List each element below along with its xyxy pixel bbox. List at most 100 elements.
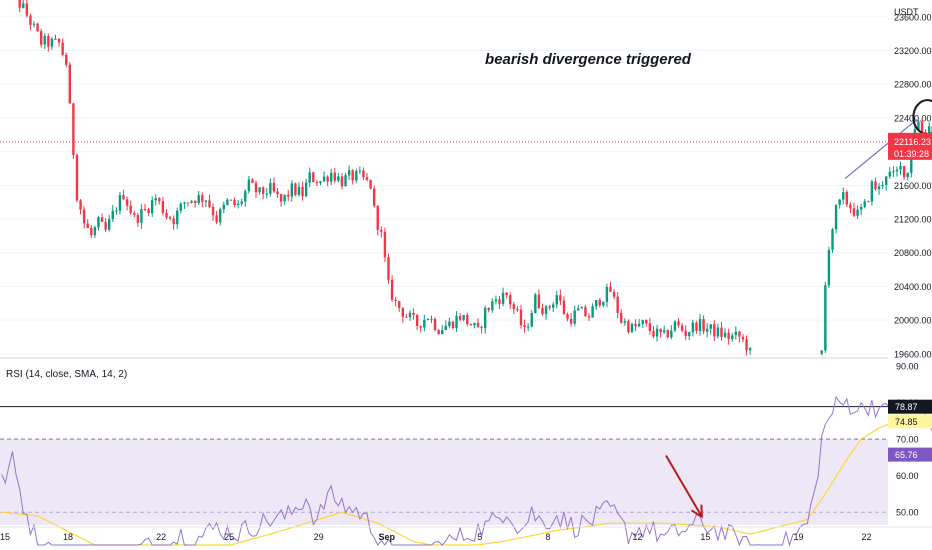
candle-body: [365, 177, 369, 180]
candle-down: [57, 38, 61, 47]
candle-down: [79, 199, 82, 215]
candle-body: [383, 231, 387, 258]
candle-down: [727, 328, 730, 345]
candle-body: [885, 176, 888, 185]
candle-body: [748, 348, 752, 351]
candle-down: [326, 175, 329, 187]
candle-body: [125, 199, 129, 206]
candle-body: [43, 36, 46, 45]
candle-up: [591, 303, 594, 318]
candle-body: [215, 215, 218, 223]
candle-body: [705, 328, 709, 332]
rsi-badge-label: 78.87: [895, 402, 918, 412]
candle-body: [652, 331, 655, 337]
candle-up: [290, 180, 294, 202]
candle-up: [831, 228, 834, 253]
candle-down: [562, 296, 566, 315]
candle-up: [183, 201, 186, 209]
candle-up: [820, 350, 823, 356]
candle-up: [297, 182, 301, 197]
candle-body: [430, 318, 433, 320]
price-tick-label: 21600.00: [894, 181, 932, 191]
candle-body: [308, 172, 311, 183]
rsi-badge: 78.87: [888, 399, 932, 414]
candle-down: [920, 117, 924, 133]
candle-up: [870, 179, 874, 206]
candle-up: [877, 182, 881, 195]
candle-body: [322, 176, 326, 182]
candle-down: [476, 318, 480, 328]
candle-up: [473, 322, 476, 329]
candle-up: [236, 200, 240, 209]
candle-down: [559, 289, 562, 306]
candle-body: [372, 188, 376, 206]
candle-up: [623, 318, 627, 326]
candle-down: [480, 325, 483, 334]
candle-body: [512, 304, 516, 310]
time-tick-label: 15: [0, 532, 10, 542]
candle-body: [426, 319, 430, 321]
candle-body: [587, 316, 591, 318]
candle-up: [605, 283, 609, 308]
candle-body: [591, 306, 594, 318]
candle-body: [491, 301, 494, 311]
candle-body: [559, 295, 562, 301]
candle-down: [254, 180, 258, 198]
candle-body: [645, 320, 648, 324]
candle-up: [917, 119, 920, 131]
candle-body: [57, 38, 61, 43]
candle-down: [208, 194, 211, 209]
candle-body: [684, 330, 687, 337]
candle-body: [698, 319, 702, 331]
candle-body: [133, 213, 136, 215]
candle-up: [32, 21, 36, 28]
candle-up: [304, 178, 308, 198]
candle-body: [32, 23, 36, 25]
candle-body: [405, 316, 408, 318]
candle-down: [648, 317, 652, 335]
candle-up: [222, 201, 225, 214]
candle-body: [297, 186, 301, 195]
time-tick-label: 25: [224, 532, 234, 542]
candle-body: [569, 318, 573, 324]
candle-down: [340, 172, 344, 190]
candle-body: [190, 200, 193, 203]
time-axis[interactable]: 15 18 22 25 29 Sep 5 8 12 15 19 22: [0, 526, 932, 542]
rsi-tick-label: 90.00: [896, 362, 919, 372]
candle-body: [197, 195, 200, 204]
time-tick-label: 12: [632, 532, 642, 542]
candle-up: [108, 215, 111, 232]
candle-down: [487, 307, 490, 313]
candle-body: [827, 249, 831, 286]
candle-up: [552, 302, 555, 312]
candle-body: [602, 302, 605, 306]
candle-body: [605, 286, 609, 303]
candle-up: [154, 194, 157, 206]
candle-body: [86, 223, 89, 229]
candle-down: [68, 62, 72, 104]
candle-up: [641, 319, 644, 328]
candle-body: [620, 312, 623, 323]
candle-down: [645, 319, 648, 327]
candle-down: [466, 312, 469, 327]
candle-up: [838, 198, 841, 209]
candle-body: [616, 296, 619, 313]
candle-body: [165, 213, 168, 218]
candle-body: [415, 315, 419, 326]
candle-down: [136, 213, 140, 227]
candle-down: [569, 313, 573, 327]
candle-body: [516, 309, 519, 311]
candle-body: [362, 170, 365, 178]
candle-down: [437, 328, 440, 335]
candle-body: [201, 195, 204, 202]
candle-body: [519, 309, 523, 326]
candle-up: [709, 324, 712, 335]
candle-body: [193, 200, 197, 204]
candle-down: [201, 192, 204, 208]
candle-up: [441, 325, 444, 335]
price-tick-label: 20000.00: [894, 316, 932, 326]
candle-body: [358, 170, 362, 172]
candle-down: [351, 169, 354, 185]
candle-down: [616, 291, 619, 319]
